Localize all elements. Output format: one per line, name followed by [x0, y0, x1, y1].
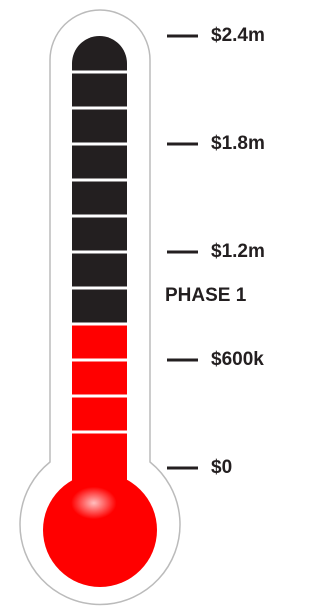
annotation: PHASE 1: [165, 285, 247, 306]
tube: [72, 36, 127, 490]
y-tick-label: $2.4m: [211, 25, 265, 46]
bulb-highlight: [56, 485, 140, 545]
y-tick-label: $0: [211, 457, 232, 478]
y-tick-label: $1.8m: [211, 133, 265, 154]
y-tick-label: $1.2m: [211, 241, 265, 262]
y-tick-label: $600k: [211, 349, 264, 370]
chart: PHASE 1 $0 $600k $1.2m $1.8m $2.4m: [0, 0, 307, 612]
tube-fill: [72, 324, 127, 490]
